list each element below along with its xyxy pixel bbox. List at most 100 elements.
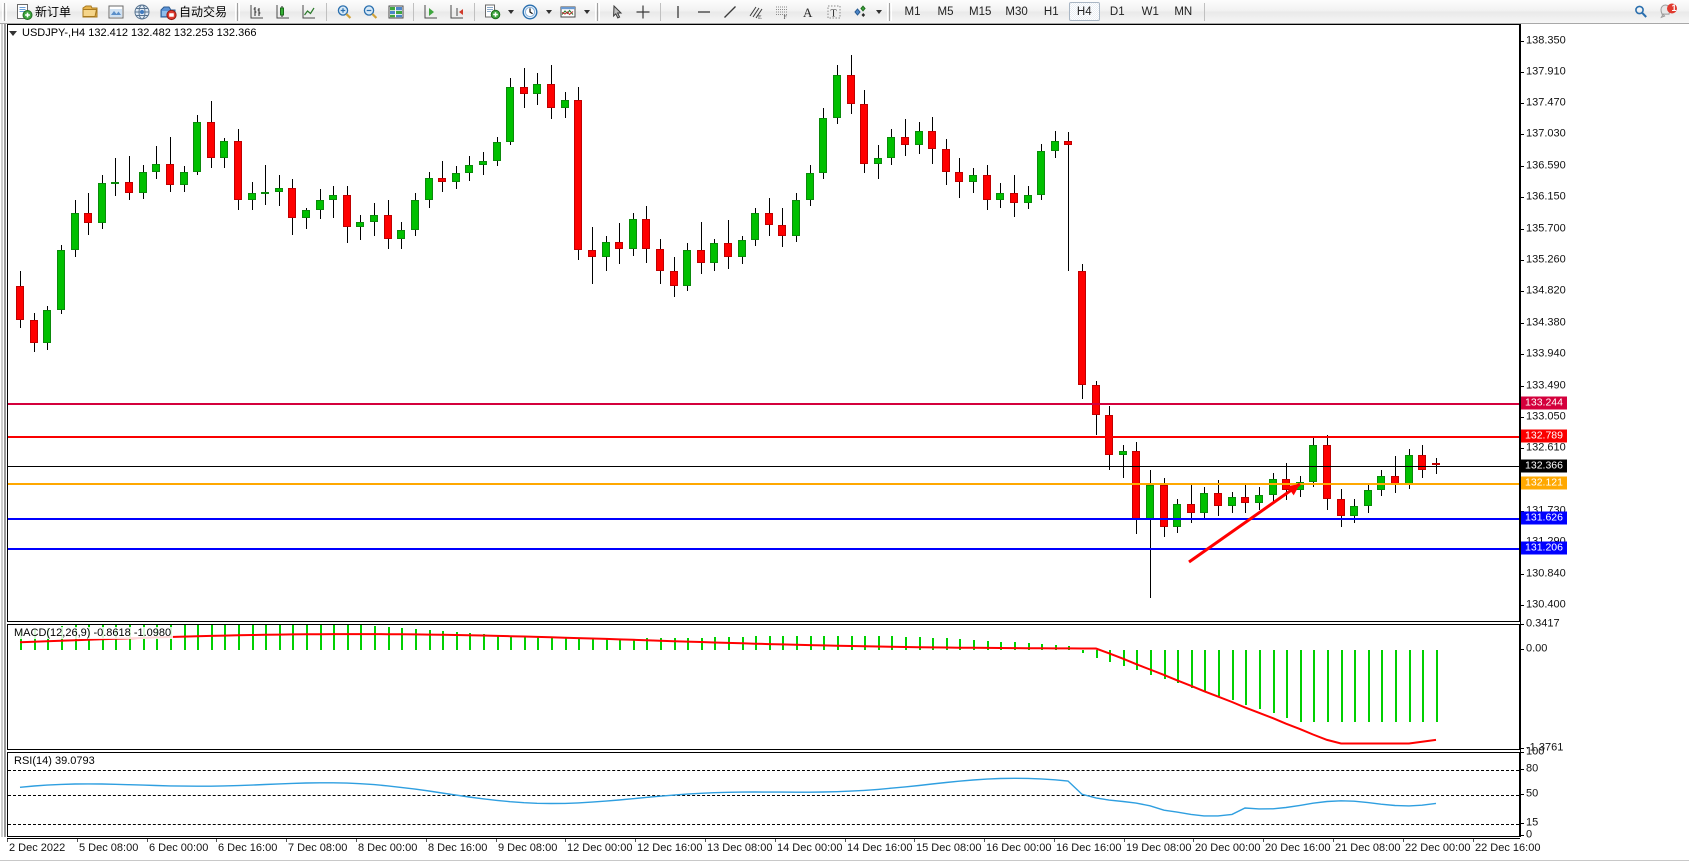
symbol-header[interactable]: USDJPY-,H4 132.412 132.482 132.253 132.3… [9, 27, 256, 39]
market-watch-button[interactable] [130, 1, 154, 23]
candlestick-chart-button[interactable] [271, 1, 295, 23]
fibonacci-button[interactable]: F [770, 1, 794, 23]
candle-body [356, 221, 364, 228]
candle-wick [306, 207, 307, 229]
rsi-tick [1520, 835, 1524, 836]
timeframe-h1[interactable]: H1 [1043, 5, 1059, 18]
chart-shift-button[interactable] [445, 1, 469, 23]
line-chart-button[interactable] [297, 1, 321, 23]
price-level-tag[interactable]: 132.121 [1521, 476, 1567, 490]
crosshair-button[interactable] [631, 1, 655, 23]
price-level-line[interactable] [8, 435, 1519, 438]
indicators-dropdown-caret[interactable] [584, 9, 591, 14]
text-button[interactable]: A [796, 1, 820, 23]
zoom-out-button[interactable] [358, 1, 382, 23]
timeframe-h4[interactable]: H4 [1068, 2, 1100, 21]
macd-histogram-bar [1300, 649, 1302, 722]
price-level-line[interactable] [8, 483, 1519, 486]
rsi-pane[interactable]: RSI(14) 39.0793 [7, 752, 1520, 837]
candle-body [493, 142, 501, 161]
arrow-cursor-icon [613, 4, 623, 19]
chart-area[interactable]: USDJPY-,H4 132.412 132.482 132.253 132.3… [0, 24, 1689, 861]
equidistant-channel-button[interactable]: E [744, 1, 768, 23]
timeframe-mn[interactable]: MN [1174, 5, 1193, 18]
templates-dropdown-caret[interactable] [508, 9, 515, 14]
svg-text:T: T [831, 8, 837, 19]
price-scale-axis[interactable]: 138.350 137.910 137.470 137.030 136.590 136.1… [1520, 24, 1689, 840]
price-tick [1520, 260, 1524, 262]
navigator-button[interactable] [104, 1, 128, 23]
candle-body [288, 187, 296, 218]
chart-collapse-caret-icon[interactable] [9, 30, 17, 36]
candle-body [1309, 444, 1317, 482]
shapes-button[interactable] [848, 1, 872, 23]
price-tick-label: 137.470 [1526, 96, 1566, 109]
vertical-line-button[interactable] [666, 1, 690, 23]
notifications-button[interactable]: 1 [1655, 1, 1681, 23]
price-level-tag[interactable]: 131.626 [1521, 511, 1567, 525]
timeframe-m1[interactable]: M1 [904, 5, 921, 18]
candle-body [670, 271, 678, 286]
trendline-button[interactable] [718, 1, 742, 23]
price-level-tag[interactable]: 132.366 [1521, 459, 1567, 473]
timeframe-m5[interactable]: M5 [937, 5, 954, 18]
macd-histogram-bar [674, 638, 676, 650]
arrow-annotation[interactable] [8, 25, 1519, 621]
timeframe-m15[interactable]: M15 [969, 5, 992, 18]
indicators-button[interactable] [556, 1, 580, 23]
price-level-line[interactable] [8, 465, 1519, 467]
price-level-line[interactable] [8, 548, 1519, 551]
candle-body [656, 248, 664, 272]
toolbar-grip-3[interactable] [595, 2, 602, 21]
toolbar-grip[interactable] [2, 2, 8, 21]
price-level-tag[interactable]: 132.789 [1521, 429, 1567, 443]
price-pane[interactable] [7, 24, 1520, 622]
horizontal-line-button[interactable] [692, 1, 716, 23]
data-window-button[interactable] [78, 1, 102, 23]
search-button[interactable] [1629, 1, 1653, 23]
price-tick [1520, 574, 1524, 576]
macd-pane[interactable]: MACD(12,26,9) -0.8618 -1.0980 [7, 624, 1520, 750]
price-level-tag[interactable]: 133.244 [1521, 396, 1567, 410]
macd-histogram-bar [782, 635, 784, 650]
zoom-in-button[interactable] [332, 1, 356, 23]
macd-histogram-bar [810, 635, 812, 650]
price-level-tag[interactable]: 131.206 [1521, 541, 1567, 555]
period-dropdown-caret[interactable] [546, 9, 553, 14]
timeframe-w1[interactable]: W1 [1141, 5, 1159, 18]
toolbar-grip-4[interactable] [887, 2, 894, 21]
candle-body [411, 200, 419, 231]
cursor-button[interactable] [605, 1, 629, 23]
autotrading-button[interactable]: 自动交易 [156, 1, 232, 23]
templates-button[interactable] [480, 1, 504, 23]
time-scale-axis[interactable]: 2 Dec 2022 5 Dec 08:00 6 Dec 00:00 6 Dec 16… [7, 838, 1540, 860]
time-tick [1263, 839, 1264, 842]
candle-body [343, 194, 351, 228]
macd-histogram-bar [1354, 649, 1356, 722]
price-pane-canvas [8, 25, 1519, 621]
timeframe-m30[interactable]: M30 [1005, 5, 1028, 18]
macd-histogram-bar [1028, 643, 1030, 650]
chart-left-rail [0, 24, 7, 837]
macd-signal-line [19, 633, 1437, 745]
auto-scroll-button[interactable] [419, 1, 443, 23]
rsi-tick [1520, 822, 1524, 824]
time-tick-label: 2 Dec 2022 [9, 842, 66, 854]
timeframe-d1[interactable]: D1 [1109, 5, 1125, 18]
toolbar-grip-2[interactable] [235, 2, 242, 21]
grid-button[interactable] [384, 1, 408, 23]
bar-chart-button[interactable] [245, 1, 269, 23]
trendline-icon [724, 5, 736, 18]
price-level-line[interactable] [8, 518, 1519, 521]
text-label-button[interactable]: T [822, 1, 846, 23]
grid-icon [388, 5, 404, 18]
macd-histogram-bar [878, 636, 880, 650]
toolbar-separator-4 [660, 2, 662, 21]
candle-wick [1150, 470, 1151, 599]
period-button[interactable] [518, 1, 542, 23]
new-order-button[interactable]: 新订单 [12, 1, 76, 23]
price-tick-label: 135.700 [1526, 222, 1566, 235]
macd-histogram-bar [1409, 649, 1411, 722]
shapes-dropdown-caret[interactable] [876, 9, 883, 14]
price-level-line[interactable] [8, 403, 1519, 406]
